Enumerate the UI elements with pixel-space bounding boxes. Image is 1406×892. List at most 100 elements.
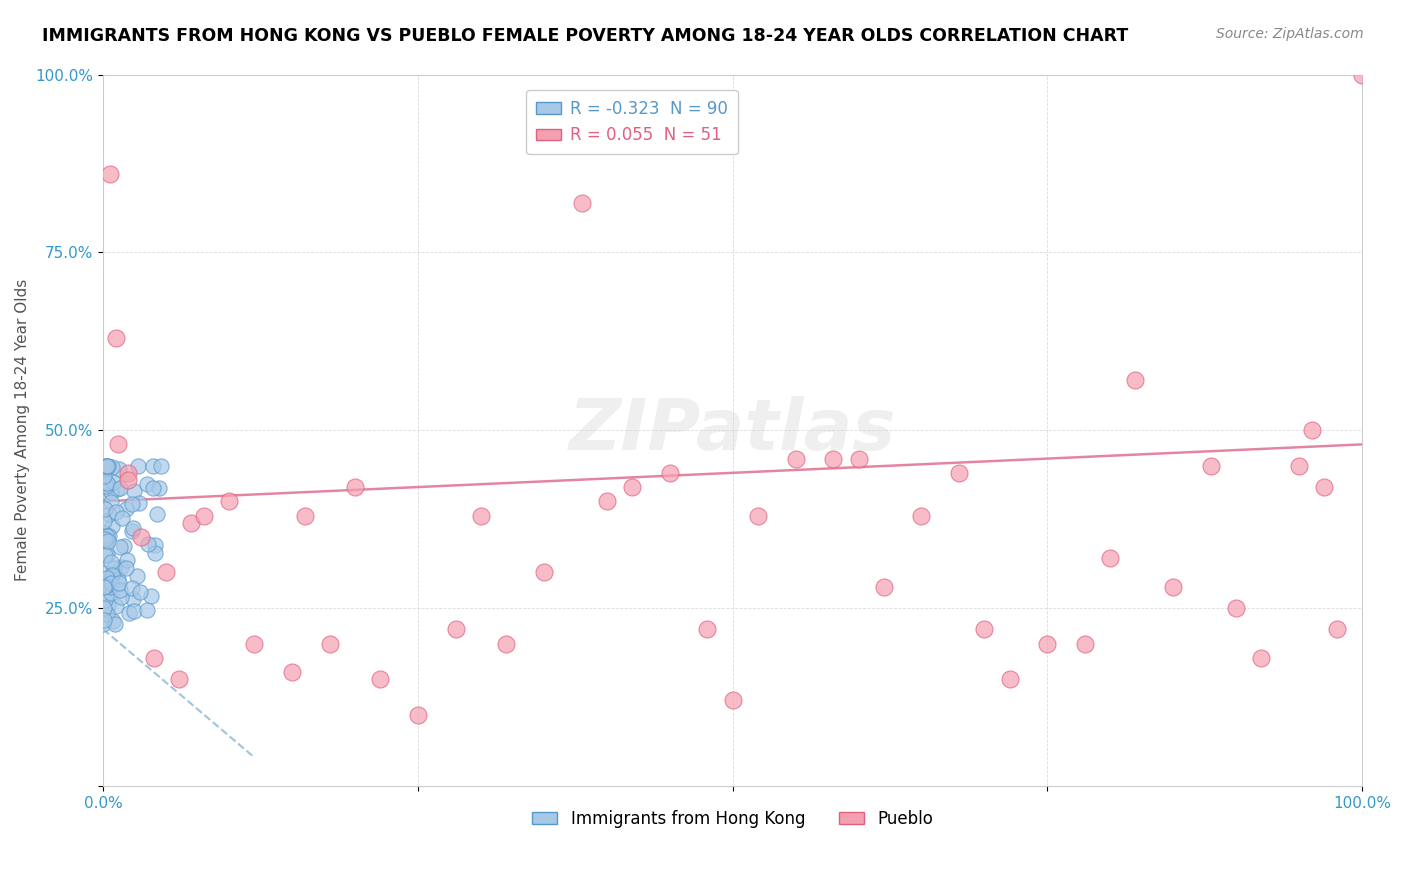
- Pueblo: [117, 473, 139, 487]
- Immigrants from Hong Kong: [142, 458, 165, 473]
- Immigrants from Hong Kong: [122, 484, 145, 499]
- Immigrants from Hong Kong: [141, 589, 163, 603]
- Immigrants from Hong Kong: [100, 494, 122, 508]
- Immigrants from Hong Kong: [100, 555, 122, 569]
- Immigrants from Hong Kong: [121, 497, 143, 511]
- Pueblo: [785, 451, 807, 466]
- Pueblo: [117, 466, 139, 480]
- Pueblo: [104, 331, 127, 345]
- Immigrants from Hong Kong: [108, 576, 131, 591]
- Immigrants from Hong Kong: [107, 572, 129, 586]
- Immigrants from Hong Kong: [94, 458, 117, 473]
- Pueblo: [747, 508, 769, 523]
- Immigrants from Hong Kong: [96, 458, 118, 473]
- Immigrants from Hong Kong: [98, 580, 121, 594]
- Immigrants from Hong Kong: [93, 529, 115, 543]
- Immigrants from Hong Kong: [94, 460, 117, 475]
- Pueblo: [1351, 68, 1374, 82]
- Immigrants from Hong Kong: [93, 468, 115, 483]
- Immigrants from Hong Kong: [94, 502, 117, 516]
- Immigrants from Hong Kong: [93, 600, 115, 615]
- Immigrants from Hong Kong: [105, 505, 128, 519]
- Pueblo: [1074, 636, 1097, 650]
- Immigrants from Hong Kong: [143, 538, 166, 552]
- Pueblo: [180, 516, 202, 530]
- Pueblo: [107, 437, 129, 451]
- Pueblo: [596, 494, 619, 508]
- Immigrants from Hong Kong: [108, 541, 131, 555]
- Immigrants from Hong Kong: [107, 461, 129, 475]
- Pueblo: [973, 623, 995, 637]
- Immigrants from Hong Kong: [112, 539, 135, 553]
- Immigrants from Hong Kong: [96, 458, 118, 473]
- Immigrants from Hong Kong: [98, 508, 121, 522]
- Immigrants from Hong Kong: [117, 553, 139, 567]
- Pueblo: [129, 530, 152, 544]
- Immigrants from Hong Kong: [128, 496, 150, 510]
- Pueblo: [294, 508, 316, 523]
- Immigrants from Hong Kong: [142, 482, 165, 496]
- Pueblo: [998, 672, 1021, 686]
- Immigrants from Hong Kong: [143, 547, 166, 561]
- Immigrants from Hong Kong: [96, 607, 118, 622]
- Pueblo: [1099, 551, 1122, 566]
- Immigrants from Hong Kong: [118, 607, 141, 621]
- Immigrants from Hong Kong: [149, 458, 172, 473]
- Pueblo: [1125, 373, 1147, 387]
- Immigrants from Hong Kong: [97, 477, 120, 491]
- Immigrants from Hong Kong: [94, 462, 117, 476]
- Immigrants from Hong Kong: [94, 484, 117, 499]
- Pueblo: [470, 508, 492, 523]
- Immigrants from Hong Kong: [94, 577, 117, 591]
- Pueblo: [218, 494, 240, 508]
- Pueblo: [873, 580, 896, 594]
- Immigrants from Hong Kong: [104, 616, 127, 631]
- Pueblo: [533, 566, 555, 580]
- Immigrants from Hong Kong: [115, 560, 138, 574]
- Immigrants from Hong Kong: [111, 510, 134, 524]
- Pueblo: [910, 508, 932, 523]
- Text: Source: ZipAtlas.com: Source: ZipAtlas.com: [1216, 27, 1364, 41]
- Immigrants from Hong Kong: [110, 559, 132, 574]
- Immigrants from Hong Kong: [121, 520, 143, 534]
- Pueblo: [848, 451, 870, 466]
- Y-axis label: Female Poverty Among 18-24 Year Olds: Female Poverty Among 18-24 Year Olds: [15, 279, 30, 582]
- Immigrants from Hong Kong: [101, 567, 124, 582]
- Immigrants from Hong Kong: [94, 478, 117, 492]
- Immigrants from Hong Kong: [98, 529, 121, 543]
- Immigrants from Hong Kong: [108, 481, 131, 495]
- Immigrants from Hong Kong: [96, 578, 118, 592]
- Immigrants from Hong Kong: [101, 519, 124, 533]
- Pueblo: [155, 566, 177, 580]
- Immigrants from Hong Kong: [108, 583, 131, 598]
- Immigrants from Hong Kong: [94, 531, 117, 545]
- Immigrants from Hong Kong: [97, 599, 120, 614]
- Pueblo: [1288, 458, 1310, 473]
- Immigrants from Hong Kong: [127, 569, 149, 583]
- Pueblo: [1313, 480, 1336, 494]
- Immigrants from Hong Kong: [115, 501, 138, 516]
- Pueblo: [368, 672, 391, 686]
- Pueblo: [495, 636, 517, 650]
- Pueblo: [1326, 623, 1348, 637]
- Immigrants from Hong Kong: [96, 475, 118, 490]
- Immigrants from Hong Kong: [146, 508, 169, 522]
- Pueblo: [1161, 580, 1184, 594]
- Immigrants from Hong Kong: [136, 603, 159, 617]
- Immigrants from Hong Kong: [101, 615, 124, 629]
- Pueblo: [1199, 458, 1222, 473]
- Pueblo: [696, 623, 718, 637]
- Pueblo: [658, 466, 681, 480]
- Immigrants from Hong Kong: [94, 532, 117, 546]
- Text: IMMIGRANTS FROM HONG KONG VS PUEBLO FEMALE POVERTY AMONG 18-24 YEAR OLDS CORRELA: IMMIGRANTS FROM HONG KONG VS PUEBLO FEMA…: [42, 27, 1129, 45]
- Immigrants from Hong Kong: [105, 482, 128, 496]
- Immigrants from Hong Kong: [97, 458, 120, 473]
- Immigrants from Hong Kong: [122, 591, 145, 606]
- Immigrants from Hong Kong: [103, 561, 125, 575]
- Pueblo: [1036, 636, 1059, 650]
- Pueblo: [823, 451, 845, 466]
- Immigrants from Hong Kong: [97, 533, 120, 548]
- Pueblo: [193, 508, 215, 523]
- Immigrants from Hong Kong: [127, 458, 149, 473]
- Pueblo: [571, 195, 593, 210]
